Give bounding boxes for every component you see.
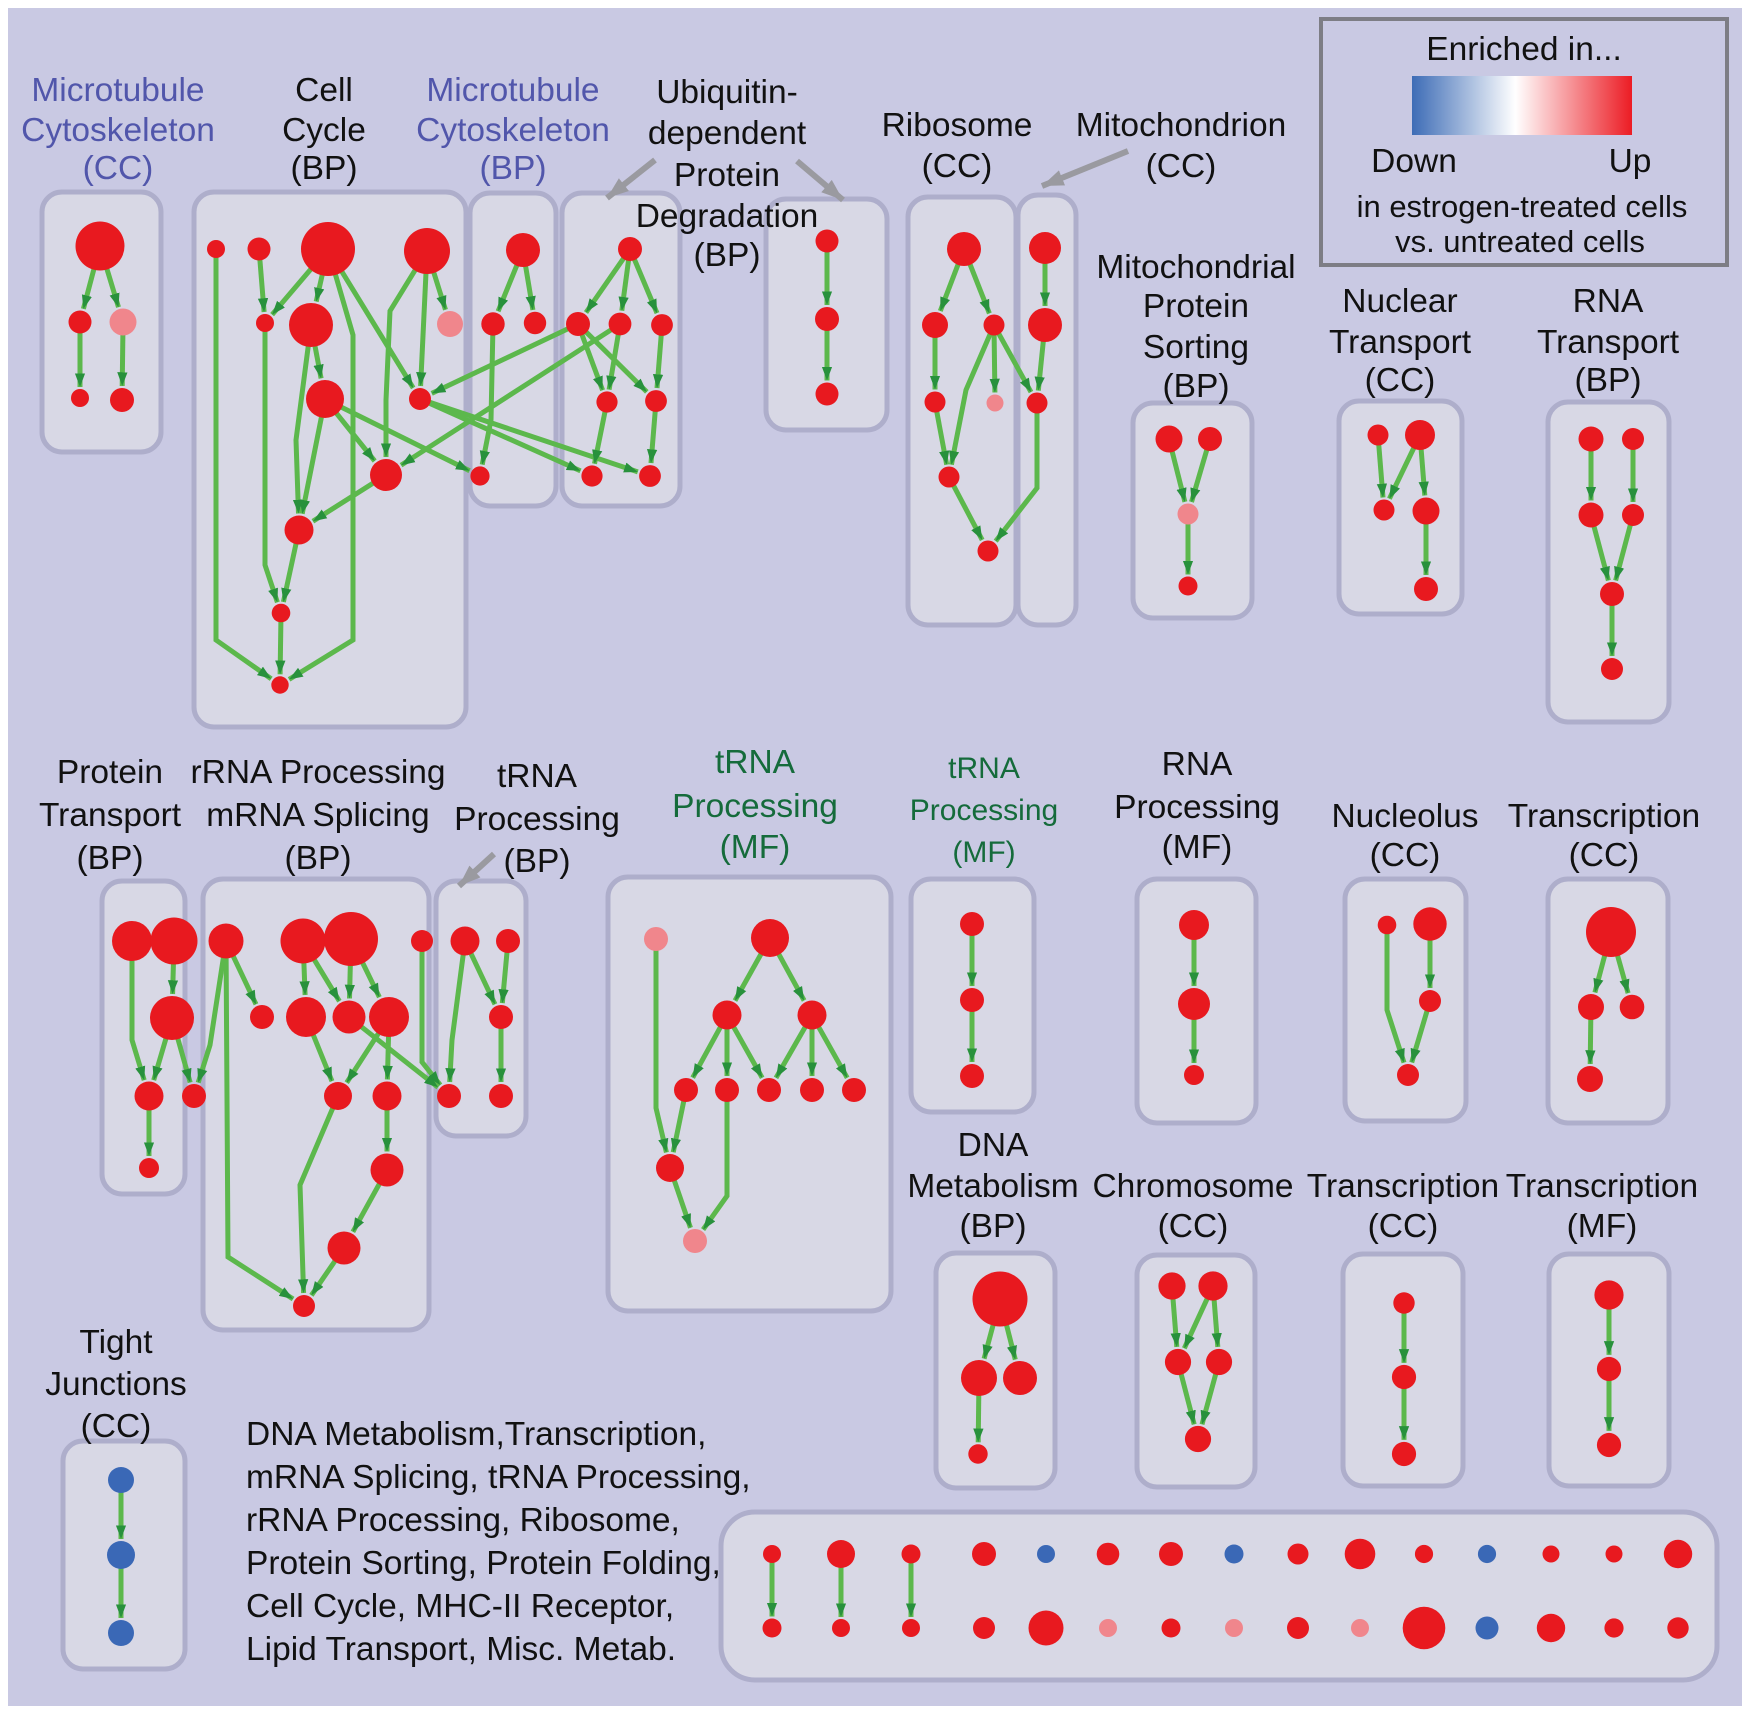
svg-text:vs. untreated cells: vs. untreated cells (1395, 224, 1645, 259)
svg-text:(BP): (BP) (77, 840, 144, 877)
svg-text:Chromosome: Chromosome (1092, 1168, 1293, 1205)
svg-text:Degradation: Degradation (636, 198, 819, 235)
svg-text:dependent: dependent (648, 115, 807, 152)
svg-text:Ubiquitin-: Ubiquitin- (656, 74, 798, 111)
svg-text:(BP): (BP) (285, 840, 352, 877)
svg-text:DNA: DNA (958, 1127, 1029, 1164)
svg-text:Junctions: Junctions (45, 1366, 187, 1403)
svg-text:(BP): (BP) (1163, 368, 1230, 405)
svg-text:Ribosome: Ribosome (882, 107, 1033, 144)
svg-text:(CC): (CC) (1158, 1208, 1229, 1245)
svg-text:Processing: Processing (672, 788, 838, 825)
svg-text:Processing: Processing (1114, 789, 1280, 826)
svg-text:Transcription: Transcription (1307, 1168, 1499, 1205)
svg-text:Tight: Tight (79, 1324, 153, 1361)
svg-text:tRNA: tRNA (948, 752, 1020, 785)
svg-text:(CC): (CC) (922, 148, 993, 185)
svg-text:RNA: RNA (1162, 746, 1233, 783)
svg-text:Transport: Transport (1537, 324, 1680, 361)
svg-text:(CC): (CC) (1370, 837, 1441, 874)
svg-text:rRNA Processing: rRNA Processing (190, 754, 445, 791)
svg-text:RNA: RNA (1573, 283, 1644, 320)
svg-text:(BP): (BP) (694, 237, 761, 274)
svg-text:Nucleolus: Nucleolus (1331, 798, 1478, 835)
svg-text:(BP): (BP) (291, 150, 358, 187)
svg-text:(CC): (CC) (1368, 1208, 1439, 1245)
svg-text:Processing: Processing (454, 801, 620, 838)
svg-text:(BP): (BP) (1575, 362, 1642, 399)
svg-text:Transcription: Transcription (1508, 798, 1700, 835)
svg-text:(MF): (MF) (720, 829, 791, 866)
svg-text:(CC): (CC) (81, 1408, 152, 1445)
svg-text:(BP): (BP) (480, 150, 547, 187)
svg-text:tRNA: tRNA (715, 744, 796, 781)
svg-text:Sorting: Sorting (1143, 329, 1249, 366)
svg-text:(CC): (CC) (1365, 362, 1436, 399)
svg-text:Transcription: Transcription (1506, 1168, 1698, 1205)
svg-text:Transport: Transport (1329, 324, 1472, 361)
svg-text:DNA Metabolism,Transcription,: DNA Metabolism,Transcription, (246, 1416, 706, 1453)
svg-text:(MF): (MF) (952, 836, 1015, 869)
svg-text:Metabolism: Metabolism (907, 1168, 1078, 1205)
svg-text:Transport: Transport (39, 797, 182, 834)
svg-text:Cell Cycle, MHC-II Receptor,: Cell Cycle, MHC-II Receptor, (246, 1588, 674, 1625)
svg-text:Enriched in...: Enriched in... (1426, 31, 1622, 68)
svg-text:Cell: Cell (295, 72, 353, 109)
svg-text:(BP): (BP) (504, 843, 571, 880)
svg-text:Cytoskeleton: Cytoskeleton (21, 112, 215, 149)
svg-text:Protein: Protein (674, 157, 780, 194)
svg-text:Nuclear: Nuclear (1342, 283, 1457, 320)
svg-text:Up: Up (1609, 143, 1652, 180)
svg-text:Cytoskeleton: Cytoskeleton (416, 112, 610, 149)
svg-text:Protein: Protein (1143, 288, 1249, 325)
svg-text:(CC): (CC) (1569, 837, 1640, 874)
svg-text:Cycle: Cycle (282, 112, 366, 149)
svg-text:Mitochondrion: Mitochondrion (1076, 107, 1286, 144)
svg-text:Microtubule: Microtubule (31, 72, 204, 109)
svg-text:(CC): (CC) (1146, 148, 1217, 185)
svg-text:mRNA Splicing, tRNA Processing: mRNA Splicing, tRNA Processing, (246, 1459, 751, 1496)
svg-text:(BP): (BP) (960, 1208, 1027, 1245)
svg-text:Mitochondrial: Mitochondrial (1096, 249, 1295, 286)
svg-text:Lipid Transport, Misc. Metab.: Lipid Transport, Misc. Metab. (246, 1631, 676, 1668)
svg-text:Down: Down (1371, 143, 1457, 180)
svg-text:Protein Sorting, Protein Foldi: Protein Sorting, Protein Folding, (246, 1545, 721, 1582)
svg-text:mRNA Splicing: mRNA Splicing (206, 797, 429, 834)
svg-text:Protein: Protein (57, 754, 163, 791)
svg-text:Processing: Processing (910, 794, 1058, 827)
svg-text:tRNA: tRNA (497, 758, 578, 795)
svg-text:(MF): (MF) (1567, 1208, 1638, 1245)
svg-text:rRNA Processing, Ribosome,: rRNA Processing, Ribosome, (246, 1502, 680, 1539)
svg-text:(CC): (CC) (83, 150, 154, 187)
svg-text:(MF): (MF) (1162, 829, 1233, 866)
svg-text:Microtubule: Microtubule (426, 72, 599, 109)
svg-text:in estrogen-treated cells: in estrogen-treated cells (1357, 189, 1688, 224)
